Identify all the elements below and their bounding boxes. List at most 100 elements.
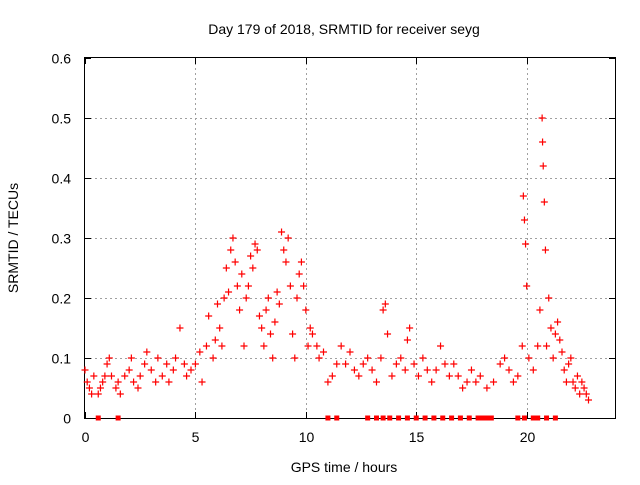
y-tick-label: 0 <box>63 411 71 427</box>
plot-frame <box>84 57 616 419</box>
gap-marker <box>449 415 455 421</box>
data-point <box>304 342 312 350</box>
gap-marker <box>431 415 437 421</box>
data-point <box>83 378 91 386</box>
data-point <box>302 306 310 314</box>
data-point <box>346 348 354 356</box>
gap-marker <box>404 415 410 421</box>
data-point <box>337 342 345 350</box>
data-point <box>273 288 281 296</box>
data-point <box>578 378 586 386</box>
data-point <box>211 336 219 344</box>
gap-marker <box>396 415 402 421</box>
data-point <box>96 384 104 392</box>
gap-marker <box>365 415 371 421</box>
data-point <box>116 390 124 398</box>
gap-marker <box>95 415 101 421</box>
data-point <box>293 294 301 302</box>
data-point <box>262 306 270 314</box>
data-point <box>392 360 400 368</box>
gap-marker <box>325 415 331 421</box>
data-point <box>85 384 93 392</box>
data-point <box>538 114 546 122</box>
data-point <box>467 366 475 374</box>
y-tick-label: 0.2 <box>52 291 72 307</box>
data-point <box>278 228 286 236</box>
data-point <box>410 360 418 368</box>
data-point <box>216 324 224 332</box>
data-point <box>242 294 250 302</box>
data-point <box>401 366 409 374</box>
data-point <box>582 390 590 398</box>
data-point <box>255 312 263 320</box>
data-point <box>573 372 581 380</box>
data-point <box>554 318 562 326</box>
data-point <box>567 354 575 362</box>
gap-marker <box>457 415 463 421</box>
data-point <box>490 378 498 386</box>
grid <box>85 58 615 418</box>
data-point <box>244 282 252 290</box>
gap-marker <box>387 415 393 421</box>
data-point <box>112 384 120 392</box>
data-point <box>105 354 113 362</box>
data-point <box>556 336 564 344</box>
y-tick-label: 0.3 <box>52 231 72 247</box>
data-point <box>143 348 151 356</box>
x-tick-label: 10 <box>299 429 315 445</box>
data-point <box>560 366 568 374</box>
data-point <box>280 246 288 254</box>
data-point <box>297 258 305 266</box>
data-point <box>476 372 484 380</box>
data-point <box>580 384 588 392</box>
data-point <box>90 372 98 380</box>
data-point <box>454 372 462 380</box>
data-point <box>539 138 547 146</box>
gap-marker <box>521 415 527 421</box>
data-point <box>377 354 385 362</box>
data-point <box>295 270 303 278</box>
data-point <box>514 372 522 380</box>
data-point <box>403 336 411 344</box>
axis-ticks: 0 0.1 0.2 0.3 0.4 0.5 0.6 0 5 10 15 20 <box>52 51 615 445</box>
x-tick-label: 20 <box>520 429 536 445</box>
data-point <box>384 330 392 338</box>
data-point <box>539 162 547 170</box>
data-point <box>547 324 555 332</box>
y-tick-label: 0.5 <box>52 111 72 127</box>
data-point <box>324 378 332 386</box>
data-point <box>209 354 217 362</box>
gap-marker <box>535 415 541 421</box>
gap-marker <box>552 415 558 421</box>
data-point <box>260 342 268 350</box>
data-point <box>355 372 363 380</box>
data-point <box>419 354 427 362</box>
data-point <box>180 360 188 368</box>
data-point <box>536 306 544 314</box>
data-point <box>238 270 246 278</box>
data-point <box>187 366 195 374</box>
data-point <box>291 354 299 362</box>
data-point <box>275 300 283 308</box>
data-point <box>147 366 155 374</box>
data-point <box>450 360 458 368</box>
data-point <box>428 378 436 386</box>
data-point <box>165 378 173 386</box>
data-points <box>81 114 592 421</box>
gap-marker <box>374 415 379 421</box>
data-point <box>176 324 184 332</box>
data-point <box>264 294 272 302</box>
data-point <box>342 360 350 368</box>
data-point <box>214 300 221 308</box>
data-point <box>136 372 144 380</box>
data-point <box>519 192 527 200</box>
data-point <box>313 342 321 350</box>
data-point <box>558 348 566 356</box>
gap-marker <box>488 415 494 421</box>
gap-marker <box>380 415 386 421</box>
data-point <box>220 294 228 302</box>
data-point <box>359 360 367 368</box>
data-point <box>121 372 129 380</box>
data-point <box>576 390 584 398</box>
